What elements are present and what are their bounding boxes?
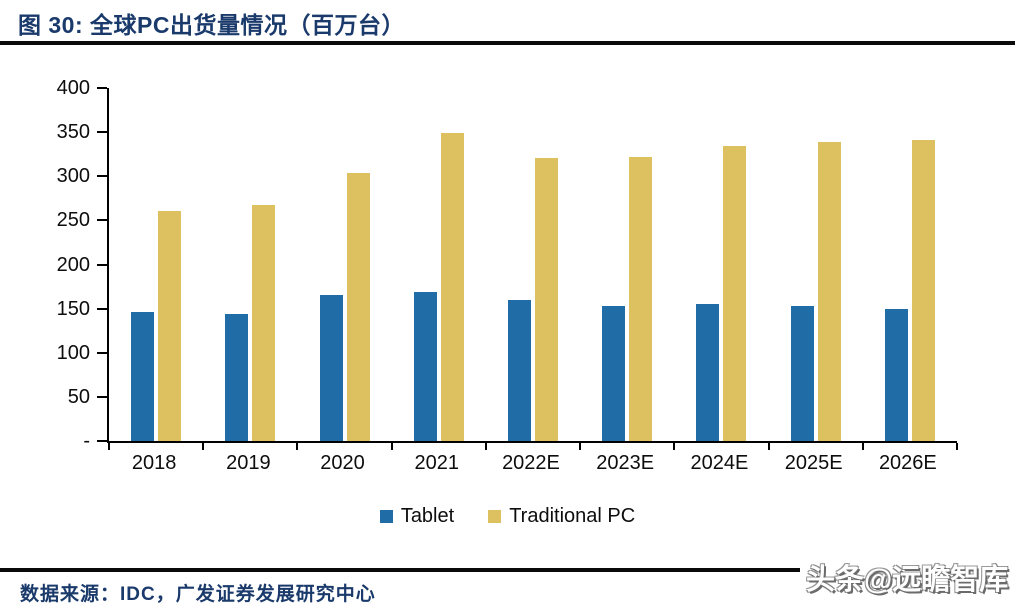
legend-item-tablet: Tablet [379,505,455,528]
y-tick-mark [97,219,107,222]
bar-traditional-pc-2022E [534,157,558,441]
x-tick-label: 2020 [320,452,365,474]
x-tick-mark [767,443,770,450]
legend-item-traditional-pc: Traditional PC [488,505,635,528]
x-tick-label: 2025E [784,452,843,474]
bar-tablet-2018 [131,312,155,441]
y-tick-mark [97,395,107,398]
bar-traditional-pc-2018 [158,210,182,441]
legend-swatch-icon [379,510,393,523]
bar-tablet-2022E [507,299,531,441]
bars-container [109,88,957,441]
footer-divider [0,568,800,572]
y-tick-mark [97,351,107,354]
bar-traditional-pc-2020 [346,172,370,441]
bar-tablet-2024E [696,304,720,441]
x-tick-mark [484,443,487,450]
y-tick-label: 150 [56,297,90,320]
y-tick-mark [97,307,107,310]
y-tick-mark [97,87,107,89]
category-slot-2021 [392,88,486,441]
bar-tablet-2025E [790,305,814,441]
x-tick-label: 2024E [690,452,749,474]
title-divider [0,41,1015,45]
y-tick-mark [97,131,107,134]
y-tick-label: 200 [56,253,90,276]
x-axis-labels: 2018 2019 2020 2021 2022E 2023E 2024E 2025E 2026… [107,452,955,475]
figure-title: 图 30: 全球PC出货量情况（百万台） [18,12,405,38]
y-tick-label: 100 [56,341,90,364]
legend-label: Traditional PC [509,505,636,527]
category-slot-2025E [769,88,863,441]
bar-tablet-2019 [225,313,249,441]
y-tick-label: 50 [67,385,90,408]
bar-traditional-pc-2019 [252,205,276,441]
category-slot-2020 [297,88,391,441]
x-tick-label: 2026E [878,452,937,474]
chart-legend: Tablet Traditional PC [0,505,1015,528]
legend-label: Tablet [400,505,455,527]
bar-traditional-pc-2026E [911,140,935,441]
x-tick-label: 2023E [596,452,655,474]
x-tick-mark [390,443,393,450]
category-slot-2022E [486,88,580,441]
category-slot-2024E [674,88,768,441]
y-tick-label: - [83,430,90,452]
watermark: 头条@远瞻智库 [806,564,1009,596]
x-tick-mark [108,443,110,450]
plot-area [97,87,958,450]
bar-traditional-pc-2024E [723,146,747,441]
bar-traditional-pc-2025E [817,141,841,441]
x-tick-mark [956,443,958,450]
data-source: 数据来源：IDC，广发证券发展研究中心 [20,584,376,605]
x-tick-label: 2019 [226,452,271,474]
x-tick-label: 2018 [131,452,177,474]
x-tick-mark [861,443,864,450]
y-axis-labels: - 50 100 150 200 250 300 350 400 [0,78,90,451]
bar-tablet-2023E [602,305,626,441]
x-tick-mark [673,443,676,450]
category-slot-2018 [109,88,203,441]
legend-swatch-icon [488,510,502,523]
y-tick-label: 250 [56,209,90,232]
x-tick-mark [579,443,582,450]
x-tick-label: 2022E [502,452,560,474]
x-tick-mark [296,443,299,450]
x-tick-mark [202,443,205,450]
bar-tablet-2026E [884,308,908,441]
y-tick-label: 400 [56,77,90,99]
y-tick-label: 350 [56,121,90,144]
y-tick-mark [97,440,107,442]
bar-tablet-2020 [319,294,343,441]
bar-traditional-pc-2021 [440,133,464,441]
category-slot-2026E [863,88,957,441]
bar-tablet-2021 [413,291,437,441]
y-tick-mark [97,175,107,178]
bar-traditional-pc-2023E [629,156,653,441]
category-slot-2019 [203,88,297,441]
y-tick-mark [97,263,107,266]
y-tick-label: 300 [56,165,90,188]
category-slot-2023E [580,88,674,441]
x-tick-label: 2021 [414,452,460,474]
